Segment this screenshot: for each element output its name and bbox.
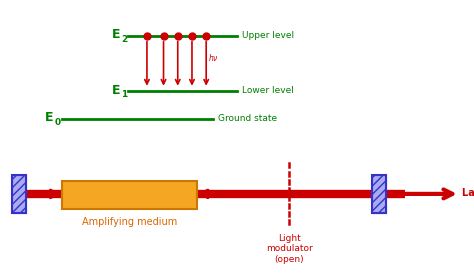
Bar <box>372 175 386 213</box>
Text: E: E <box>111 84 120 96</box>
Text: 1: 1 <box>121 90 127 99</box>
Text: hν: hν <box>209 54 218 63</box>
Text: 0: 0 <box>55 118 61 127</box>
Bar <box>12 175 26 213</box>
Text: E: E <box>111 28 120 41</box>
Text: E: E <box>45 111 54 124</box>
Text: Laser pulse: Laser pulse <box>462 188 474 198</box>
Text: Lower level: Lower level <box>242 86 293 95</box>
Bar <box>62 181 197 209</box>
Text: Amplifying medium: Amplifying medium <box>82 217 177 227</box>
Text: Ground state: Ground state <box>218 114 277 123</box>
Bar <box>372 175 386 213</box>
Text: Light
modulator
(open): Light modulator (open) <box>266 234 312 264</box>
Text: 2: 2 <box>121 35 127 44</box>
Bar <box>12 175 26 213</box>
Text: Upper level: Upper level <box>242 31 294 40</box>
